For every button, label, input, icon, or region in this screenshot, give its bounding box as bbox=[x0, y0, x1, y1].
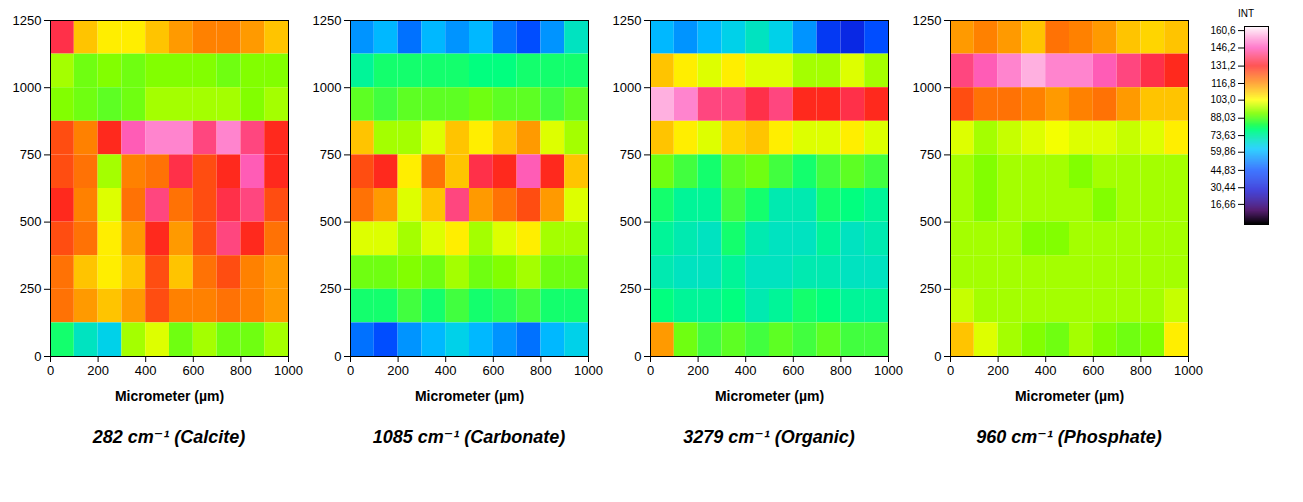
svg-text:200: 200 bbox=[687, 363, 709, 378]
svg-text:0: 0 bbox=[947, 363, 954, 378]
svg-text:400: 400 bbox=[435, 363, 457, 378]
svg-text:103,0: 103,0 bbox=[1210, 94, 1235, 105]
svg-text:0: 0 bbox=[634, 349, 641, 364]
svg-text:800: 800 bbox=[830, 363, 852, 378]
html-text:960 cm⁻¹ (Phosphate): 960 cm⁻¹ (Phosphate) bbox=[976, 427, 1162, 447]
svg-text:88,03: 88,03 bbox=[1210, 112, 1235, 123]
svg-text:1000: 1000 bbox=[1174, 363, 1203, 378]
svg-text:250: 250 bbox=[20, 281, 42, 296]
svg-text:500: 500 bbox=[20, 214, 42, 229]
svg-text:1000: 1000 bbox=[913, 80, 942, 95]
svg-text:Micrometer (µm): Micrometer (µm) bbox=[115, 388, 224, 404]
svg-text:500: 500 bbox=[920, 214, 942, 229]
svg-text:1250: 1250 bbox=[913, 13, 942, 28]
svg-text:600: 600 bbox=[1082, 363, 1104, 378]
svg-text:200: 200 bbox=[87, 363, 109, 378]
svg-text:500: 500 bbox=[620, 214, 642, 229]
svg-text:600: 600 bbox=[482, 363, 504, 378]
svg-text:0: 0 bbox=[47, 363, 54, 378]
svg-text:400: 400 bbox=[1035, 363, 1057, 378]
svg-text:750: 750 bbox=[620, 147, 642, 162]
svg-text:400: 400 bbox=[135, 363, 157, 378]
svg-text:250: 250 bbox=[620, 281, 642, 296]
svg-text:131,2: 131,2 bbox=[1210, 60, 1235, 71]
svg-text:44,83: 44,83 bbox=[1210, 165, 1235, 176]
html-text:3279 cm⁻¹ (Organic): 3279 cm⁻¹ (Organic) bbox=[683, 427, 855, 447]
svg-text:146,2: 146,2 bbox=[1210, 42, 1235, 53]
svg-text:800: 800 bbox=[530, 363, 552, 378]
svg-text:0: 0 bbox=[347, 363, 354, 378]
svg-text:600: 600 bbox=[182, 363, 204, 378]
svg-text:500: 500 bbox=[320, 214, 342, 229]
svg-text:0: 0 bbox=[647, 363, 654, 378]
svg-text:160,6: 160,6 bbox=[1210, 25, 1235, 36]
svg-text:Micrometer (µm): Micrometer (µm) bbox=[715, 388, 824, 404]
svg-text:400: 400 bbox=[735, 363, 757, 378]
svg-text:0: 0 bbox=[934, 349, 941, 364]
svg-text:1000: 1000 bbox=[274, 363, 303, 378]
svg-text:73,63: 73,63 bbox=[1210, 130, 1235, 141]
svg-text:600: 600 bbox=[782, 363, 804, 378]
svg-text:1000: 1000 bbox=[613, 80, 642, 95]
svg-text:800: 800 bbox=[1130, 363, 1152, 378]
svg-text:16,66: 16,66 bbox=[1210, 199, 1235, 210]
svg-text:116,8: 116,8 bbox=[1211, 78, 1236, 89]
svg-text:250: 250 bbox=[320, 281, 342, 296]
svg-text:750: 750 bbox=[20, 147, 42, 162]
svg-text:800: 800 bbox=[230, 363, 252, 378]
html-text:1085 cm⁻¹ (Carbonate): 1085 cm⁻¹ (Carbonate) bbox=[372, 427, 566, 447]
html-text:INT: INT bbox=[1238, 8, 1255, 19]
svg-text:1250: 1250 bbox=[13, 13, 42, 28]
svg-text:250: 250 bbox=[920, 281, 942, 296]
svg-text:0: 0 bbox=[34, 349, 41, 364]
svg-text:750: 750 bbox=[320, 147, 342, 162]
svg-text:1000: 1000 bbox=[874, 363, 903, 378]
svg-text:1250: 1250 bbox=[613, 13, 642, 28]
svg-text:Micrometer (µm): Micrometer (µm) bbox=[415, 388, 524, 404]
html-text:282 cm⁻¹ (Calcite): 282 cm⁻¹ (Calcite) bbox=[92, 427, 246, 447]
svg-text:1000: 1000 bbox=[574, 363, 603, 378]
svg-text:200: 200 bbox=[987, 363, 1009, 378]
svg-text:30,44: 30,44 bbox=[1210, 182, 1235, 193]
svg-text:1250: 1250 bbox=[313, 13, 342, 28]
svg-text:0: 0 bbox=[334, 349, 341, 364]
svg-text:750: 750 bbox=[920, 147, 942, 162]
svg-text:59,86: 59,86 bbox=[1210, 146, 1235, 157]
svg-text:200: 200 bbox=[387, 363, 409, 378]
svg-text:1000: 1000 bbox=[313, 80, 342, 95]
svg-text:1000: 1000 bbox=[13, 80, 42, 95]
svg-text:Micrometer (µm): Micrometer (µm) bbox=[1015, 388, 1124, 404]
